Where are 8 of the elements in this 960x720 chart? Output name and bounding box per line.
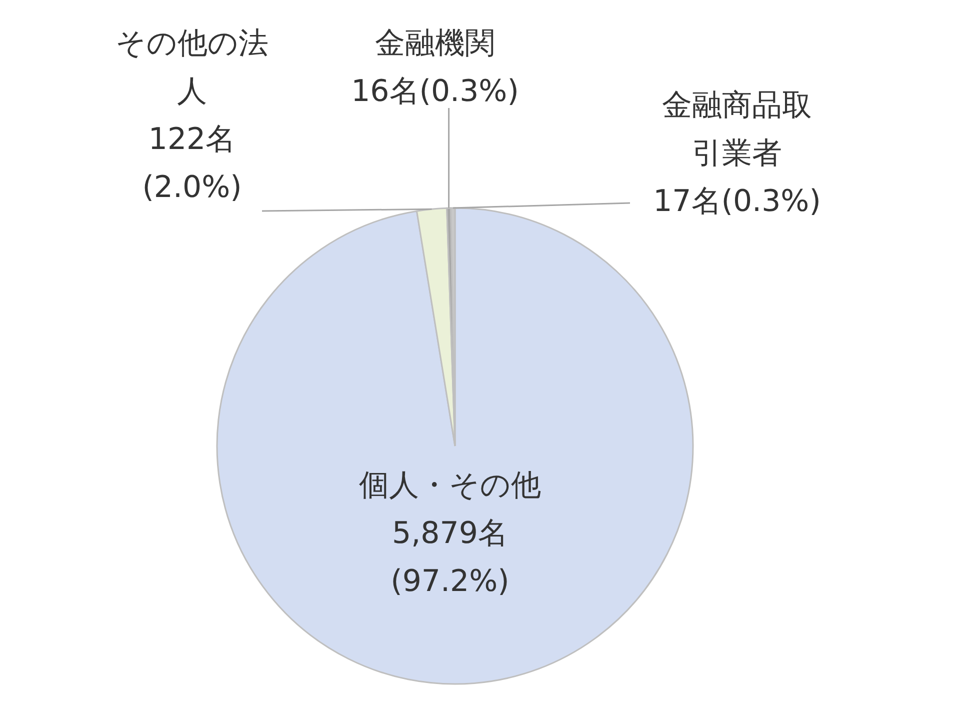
slice-label: 金融商品取引業者 bbox=[662, 88, 812, 172]
slice-label: 個人・その他 bbox=[359, 468, 541, 504]
data-label: 5,879名(97.2%) bbox=[390, 516, 510, 600]
slice-label: その他の法人 bbox=[116, 26, 268, 110]
slice-label: 金融機関 bbox=[375, 26, 495, 62]
data-label: 122名(2.0%) bbox=[142, 122, 242, 206]
data-label: 17名(0.3%) bbox=[653, 184, 821, 220]
data-label: 16名(0.3%) bbox=[351, 74, 519, 110]
